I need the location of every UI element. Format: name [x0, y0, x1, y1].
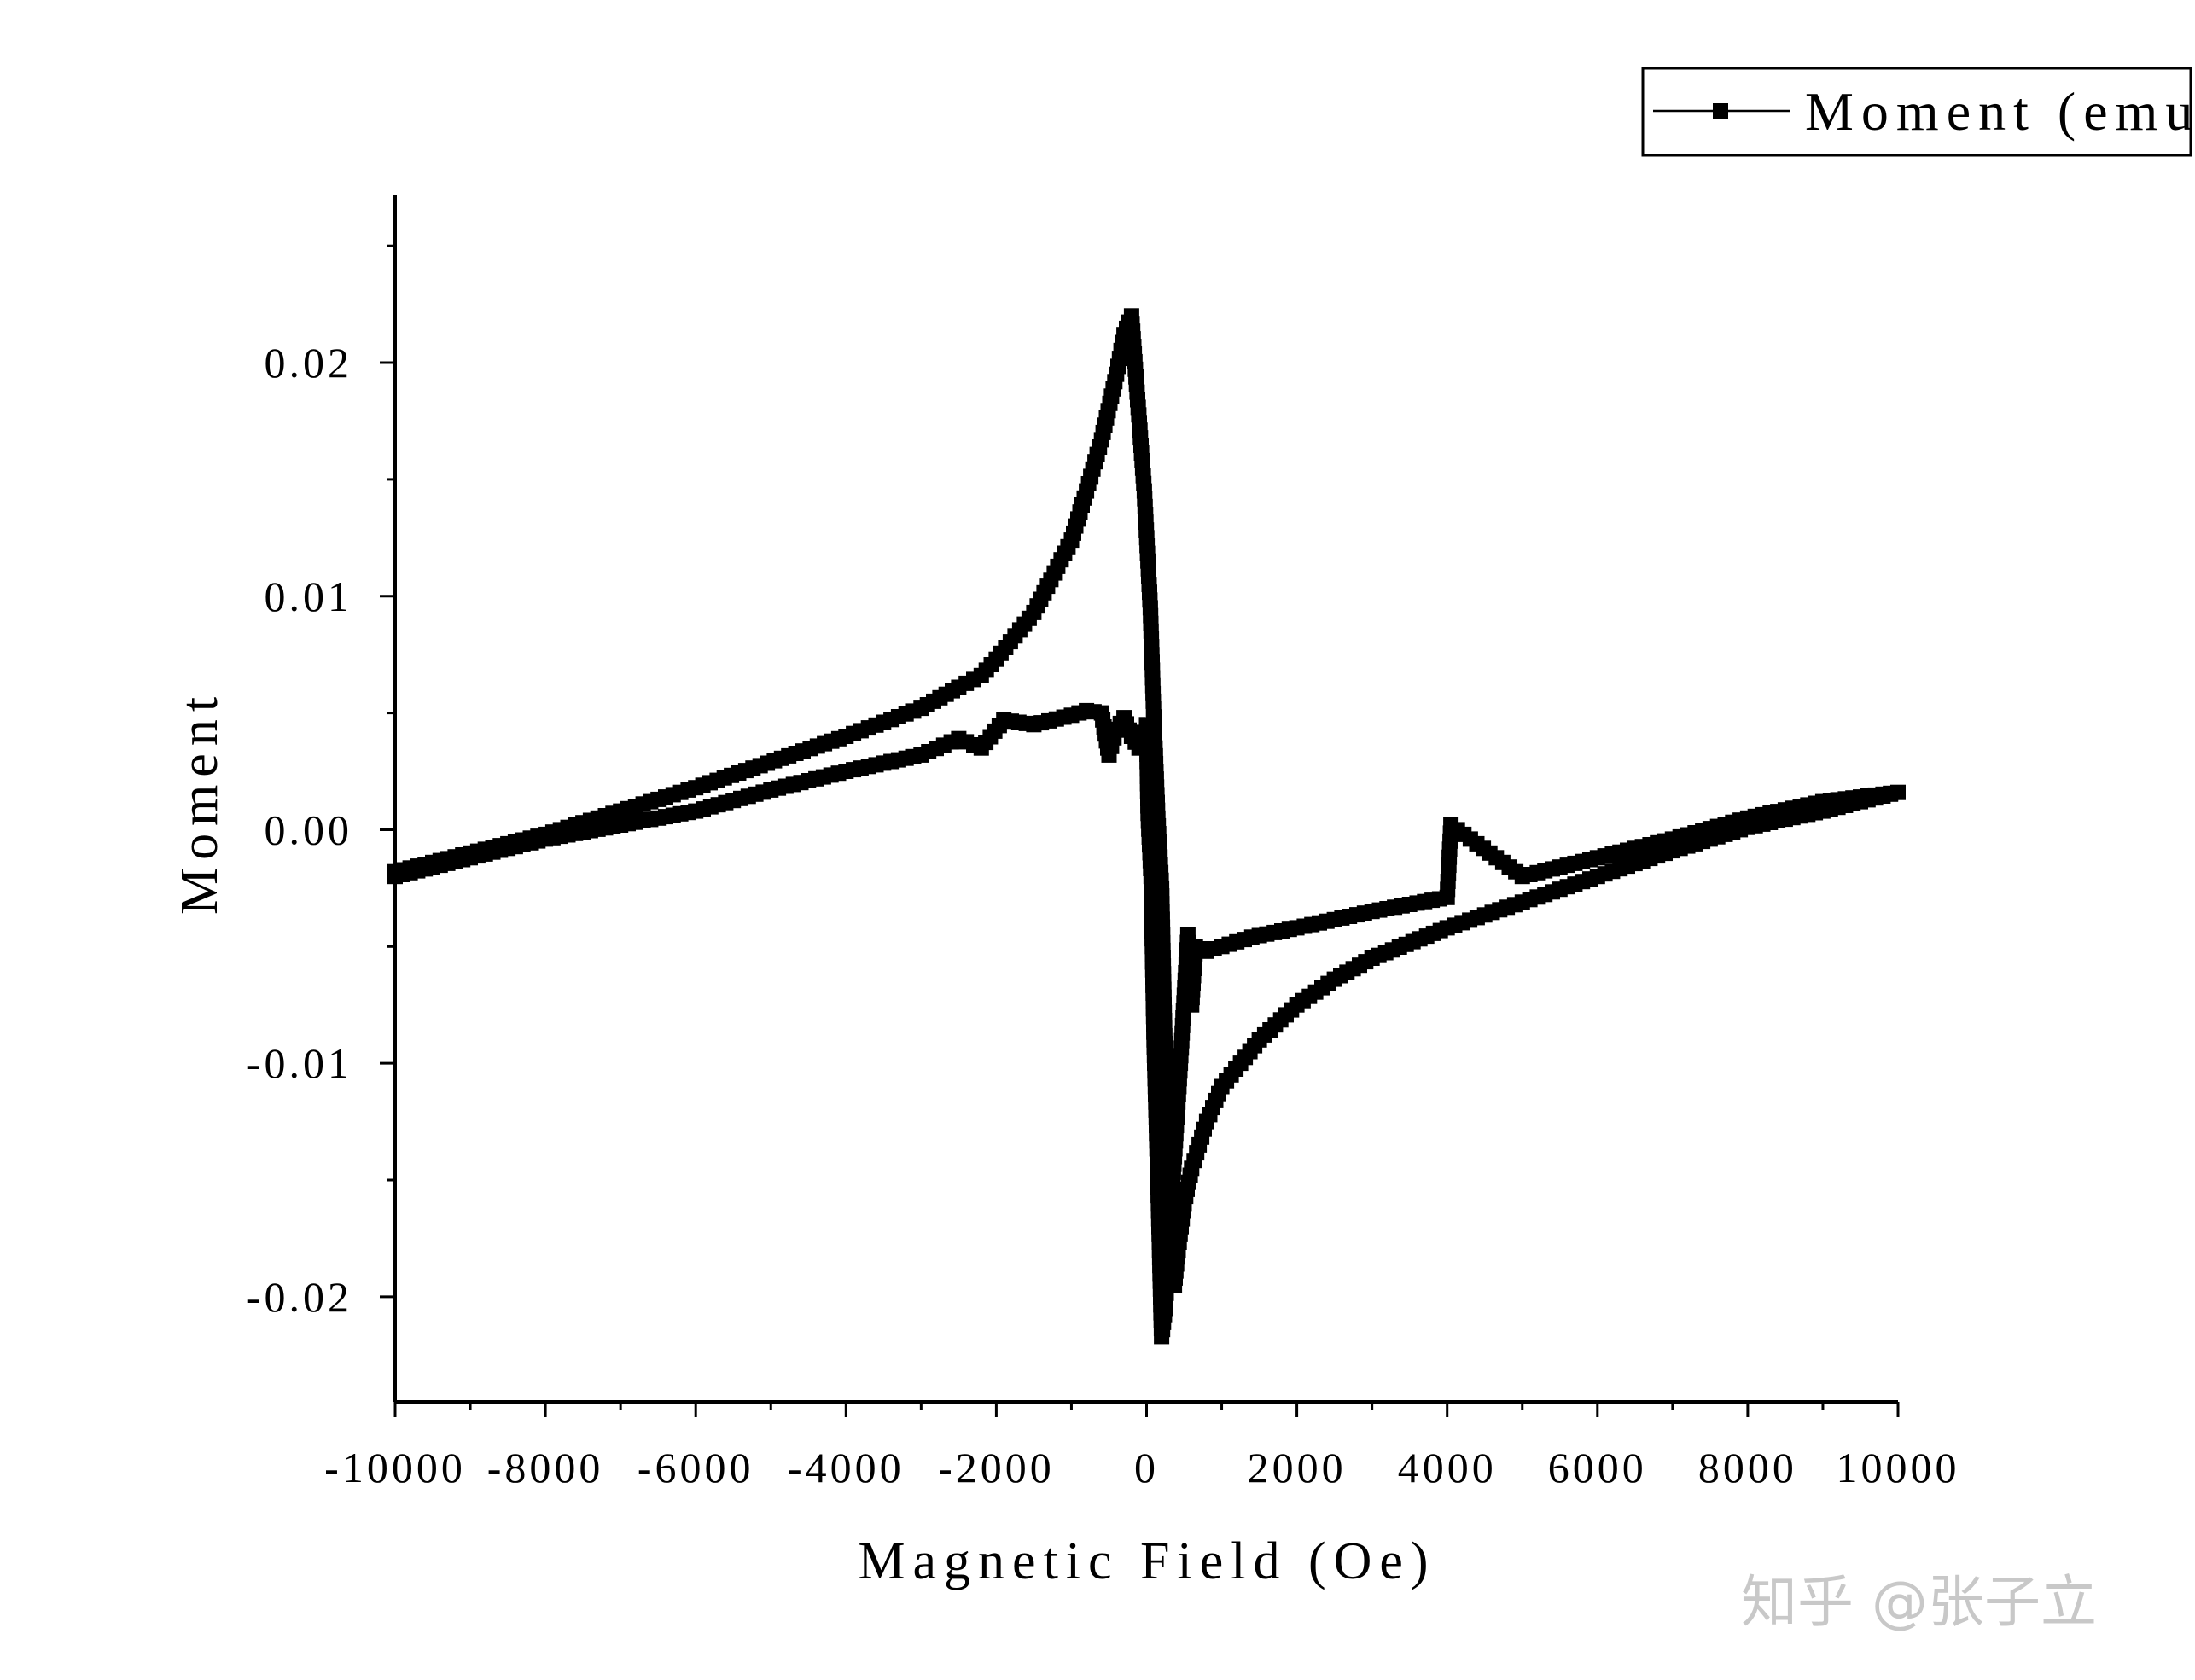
- x-tick-labels: -10000 -8000 -6000 -4000 -2000 0 2000 4000 6000 8…: [324, 1444, 1960, 1491]
- y-tick-label: 0.00: [265, 805, 353, 853]
- x-tick-label: -8000: [487, 1444, 604, 1491]
- x-tick-label: 10000: [1837, 1444, 1960, 1491]
- legend-label: Moment (emu): [1805, 81, 2195, 142]
- x-tick-label: 6000: [1548, 1444, 1647, 1491]
- x-tick-label: -6000: [638, 1444, 754, 1491]
- x-tick-label: -2000: [938, 1444, 1055, 1491]
- y-tick-labels: -0.02 -0.01 0.00 0.01 0.02: [247, 339, 353, 1321]
- x-tick-label: 0: [1134, 1444, 1159, 1491]
- legend: Moment (emu): [1641, 67, 2195, 157]
- x-tick-label: 2000: [1248, 1444, 1347, 1491]
- x-tick-label: 4000: [1398, 1444, 1497, 1491]
- plot-marks: [387, 308, 1906, 1345]
- axes: [380, 195, 1900, 1417]
- watermark: 知乎 @张子立: [1741, 1569, 2097, 1635]
- x-tick-label: -4000: [788, 1444, 905, 1491]
- x-tick-label: -10000: [324, 1444, 466, 1491]
- x-axis-title: Magnetic Field (Oe): [858, 1532, 1435, 1590]
- y-axis-title: Moment: [171, 689, 229, 915]
- y-tick-label: -0.02: [247, 1273, 352, 1321]
- y-tick-label: 0.01: [265, 573, 353, 620]
- legend-marker-sample: [1713, 103, 1728, 119]
- y-tick-label: -0.01: [247, 1039, 352, 1087]
- y-tick-label: 0.02: [265, 339, 353, 387]
- x-tick-label: 8000: [1698, 1444, 1797, 1491]
